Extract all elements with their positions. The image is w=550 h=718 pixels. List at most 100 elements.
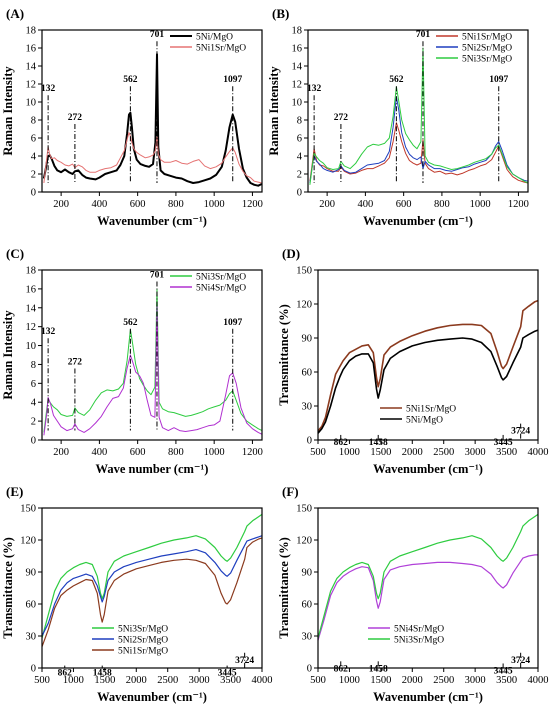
peak-label: 132: [41, 327, 56, 337]
peak-label: 862: [334, 438, 349, 448]
plot-frame: [41, 29, 263, 193]
y-tick-label: 18: [26, 26, 37, 37]
x-tick-label: 3500: [496, 675, 517, 686]
plot-frame: [317, 507, 539, 669]
y-tick-label: 30: [26, 632, 37, 643]
peak-label: 562: [123, 318, 138, 328]
x-tick-label: 4000: [528, 447, 549, 458]
y-tick-label: 150: [296, 266, 312, 277]
x-tick-label: 600: [130, 447, 146, 458]
peak-label: 1097: [223, 318, 242, 328]
y-tick-label: 60: [302, 368, 313, 379]
x-tick-label: 3500: [220, 675, 241, 686]
x-tick-label: 2500: [433, 675, 454, 686]
legend-label: 5Ni3Sr/MgO: [462, 55, 512, 65]
y-axis-label: Transmittance (%): [1, 537, 15, 638]
peak-label: 562: [389, 75, 404, 85]
y-tick-label: 10: [26, 98, 37, 109]
x-tick-label: 2000: [402, 675, 423, 686]
y-tick-label: 2: [31, 417, 36, 428]
legend-label: 5Ni1Sr/MgO: [118, 647, 168, 657]
x-tick-label: 1200: [242, 447, 263, 458]
series-line: [43, 305, 263, 436]
legend-label: 5Ni/MgO: [196, 33, 233, 43]
plot-frame: [41, 507, 263, 669]
legend-label: 5Ni3Sr/MgO: [196, 273, 246, 283]
series-line: [317, 299, 539, 432]
series-line: [317, 554, 538, 641]
x-tick-label: 800: [434, 199, 450, 210]
y-tick-label: 30: [302, 402, 313, 413]
y-axis-label: Raman Intensity: [1, 66, 15, 156]
y-tick-label: 10: [292, 98, 303, 109]
y-tick-label: 8: [297, 116, 302, 127]
peak-label: 1458: [369, 664, 388, 674]
y-tick-label: 6: [297, 134, 302, 145]
series-line: [43, 132, 263, 184]
panel-label: (A): [6, 6, 24, 21]
peak-label: 862: [334, 664, 349, 674]
x-tick-label: 800: [168, 447, 184, 458]
y-tick-label: 16: [26, 44, 37, 55]
x-tick-label: 200: [319, 199, 335, 210]
x-tick-label: 400: [358, 199, 374, 210]
y-tick-label: 90: [302, 568, 313, 579]
x-tick-label: 1200: [508, 199, 529, 210]
peak-label: 3724: [511, 427, 530, 437]
x-tick-label: 4000: [252, 675, 273, 686]
peak-label: 3724: [511, 656, 530, 666]
y-axis-label: Transmittance (%): [277, 304, 291, 405]
peak-label: 1458: [93, 669, 112, 679]
y-tick-label: 6: [31, 134, 36, 145]
x-tick-label: 1200: [242, 199, 263, 210]
x-tick-label: 400: [92, 447, 108, 458]
y-tick-label: 14: [26, 303, 37, 314]
x-tick-label: 3500: [496, 447, 517, 458]
y-tick-label: 4: [31, 398, 37, 409]
chart-panel: (C) 200 400 600 800 1000 1200 0 2 4 6 8 10 12 14 16 18 Wa…: [1, 246, 263, 476]
peak-label: 3724: [235, 656, 254, 666]
x-axis-label: Wave number (cm⁻¹): [96, 462, 209, 476]
x-tick-label: 200: [53, 447, 69, 458]
y-tick-label: 2: [297, 170, 302, 181]
y-tick-label: 8: [31, 360, 36, 371]
peak-label: 272: [334, 113, 349, 123]
peak-label: 132: [307, 84, 322, 94]
y-tick-label: 30: [302, 632, 313, 643]
series-line: [41, 537, 263, 647]
peak-label: 3445: [218, 669, 237, 679]
y-tick-label: 6: [31, 379, 36, 390]
chart-panel: (F) 500 1000 1500 2000 2500 3000 3500 4000 0 30 60 9…: [277, 484, 549, 704]
y-tick-label: 120: [20, 536, 36, 547]
y-tick-label: 0: [297, 188, 302, 199]
x-tick-label: 200: [53, 199, 69, 210]
y-tick-label: 0: [31, 436, 36, 447]
legend-label: 5Ni/MgO: [406, 416, 443, 426]
peak-label: 1097: [223, 75, 242, 85]
y-tick-label: 0: [31, 664, 36, 675]
y-tick-label: 0: [307, 664, 312, 675]
series-line: [309, 96, 529, 184]
y-tick-label: 14: [26, 62, 37, 73]
peak-label: 3445: [494, 438, 513, 448]
x-tick-label: 800: [168, 199, 184, 210]
peak-label: 701: [416, 30, 431, 40]
series-line: [309, 122, 529, 184]
y-tick-label: 150: [20, 504, 36, 515]
legend-label: 5Ni2Sr/MgO: [462, 44, 512, 54]
x-axis-label: Wavenumber (cm⁻¹): [97, 214, 207, 228]
chart-panel: (B) 200 400 600 800 1000 1200 0 2 4 6 8 10 12 14 16 18 Wa…: [267, 6, 529, 228]
x-tick-label: 1000: [63, 675, 84, 686]
y-tick-label: 14: [292, 62, 303, 73]
panel-label: (E): [6, 484, 23, 499]
peak-label: 862: [58, 669, 73, 679]
legend-label: 5Ni2Sr/MgO: [118, 636, 168, 646]
peak-label: 701: [150, 30, 165, 40]
y-tick-label: 12: [26, 80, 37, 91]
legend-label: 5Ni1Sr/MgO: [406, 405, 456, 415]
series-line: [317, 329, 539, 434]
x-tick-label: 600: [130, 199, 146, 210]
panel-label: (D): [282, 246, 300, 261]
plot-frame: [307, 29, 529, 193]
